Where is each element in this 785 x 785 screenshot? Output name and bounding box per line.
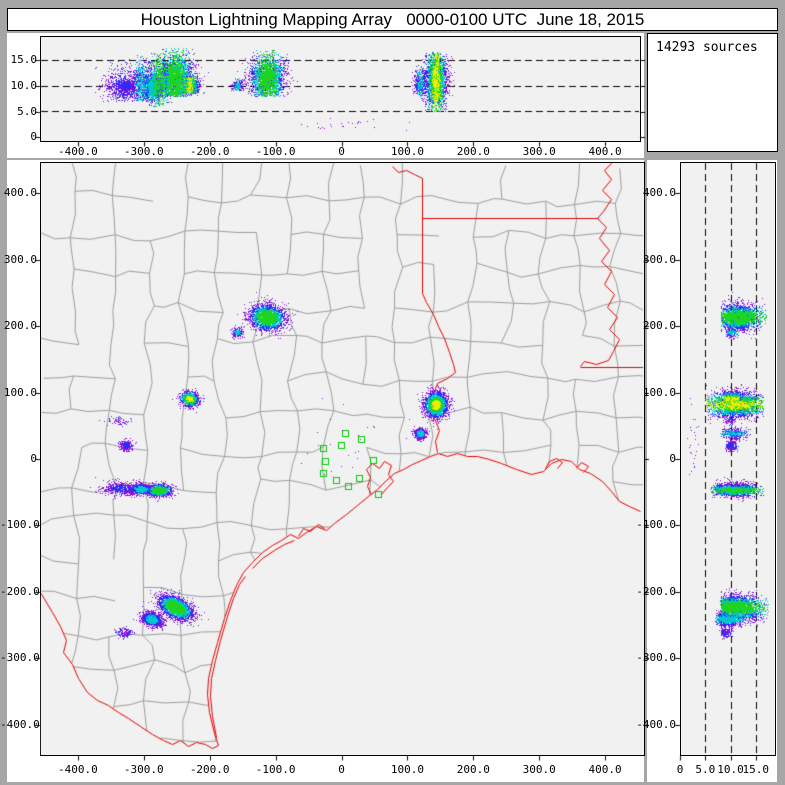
tick-label: 400.0	[588, 763, 622, 776]
tick-label: -300.0	[123, 763, 164, 776]
tick-label: -400.0	[58, 145, 98, 158]
tick-label: 300.0	[3, 252, 37, 266]
tick-label: -400.0	[636, 717, 676, 731]
tick-label: -300.0	[123, 145, 164, 158]
tick-label: 400.0	[588, 145, 622, 158]
plan-view-map-plot[interactable]	[40, 162, 645, 756]
tick-label: 15.0	[742, 763, 770, 776]
tick-label: 100.0	[642, 385, 676, 399]
tick-label: 10.0	[10, 78, 38, 92]
tick-label: -300.0	[0, 651, 40, 665]
tick-label: 5.0	[17, 104, 37, 118]
altitude-vs-eastwest-plot[interactable]	[40, 36, 641, 142]
tick-label: 15.0	[10, 53, 38, 66]
title-bar: Houston Lightning Mapping Array 0000-010…	[7, 8, 778, 31]
tick-label: 0	[338, 145, 345, 158]
tick-label: -200.0	[0, 584, 40, 598]
page-title: Houston Lightning Mapping Array 0000-010…	[140, 9, 645, 29]
tick-label: 200.0	[642, 319, 676, 333]
tick-label: 0	[30, 452, 37, 465]
tick-label: 300.0	[642, 252, 676, 266]
tick-label: 10.0	[717, 763, 744, 776]
tick-label: 100.0	[390, 763, 424, 776]
tick-label: 100.0	[3, 385, 37, 399]
source-count-label: 14293 sources	[656, 40, 758, 55]
tick-label: -400.0	[58, 763, 98, 776]
tick-label: 200.0	[3, 319, 37, 333]
tick-label: -200.0	[636, 584, 676, 598]
tick-label: 5.0	[695, 763, 716, 776]
tick-label: 0	[669, 452, 676, 465]
source-count-window: 14293 sources	[647, 33, 778, 152]
tick-label: -200.0	[189, 763, 230, 776]
tick-label: 400.0	[3, 186, 37, 200]
tick-label: 300.0	[522, 763, 556, 776]
tick-label: -300.0	[636, 651, 676, 665]
tick-label: -100.0	[255, 145, 296, 158]
tick-label: 0	[30, 130, 37, 144]
tick-label: 300.0	[522, 145, 556, 158]
tick-label: 400.0	[642, 186, 676, 200]
tick-label: 0	[338, 763, 345, 776]
tick-label: 100.0	[390, 145, 424, 158]
tick-label: -100.0	[255, 763, 296, 776]
tick-label: -100.0	[0, 518, 40, 532]
tick-label: -100.0	[636, 518, 676, 532]
tick-label: -200.0	[189, 145, 230, 158]
altitude-vs-northsouth-plot[interactable]	[680, 162, 776, 756]
tick-label: -400.0	[0, 717, 40, 731]
tick-label: 0	[676, 763, 684, 776]
tick-label: 200.0	[456, 145, 490, 158]
tick-label: 200.0	[456, 763, 490, 776]
